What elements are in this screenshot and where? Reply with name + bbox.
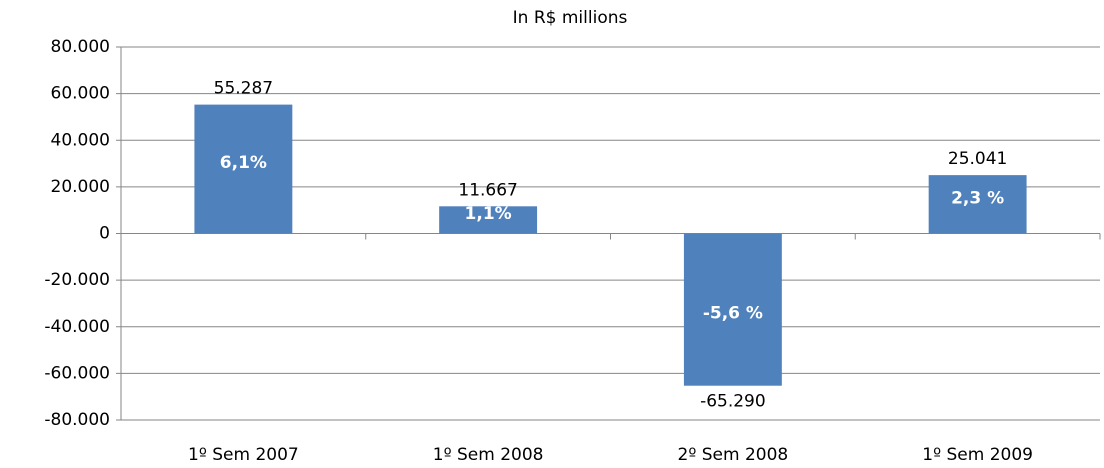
y-tick-label: -40.000 [44, 317, 110, 337]
value-label: 25.041 [948, 149, 1007, 169]
x-tick-label: 1º Sem 2007 [188, 445, 299, 465]
value-label: -65.290 [700, 392, 766, 412]
y-tick-label: -80.000 [44, 410, 110, 430]
y-tick-label: 20.000 [51, 177, 110, 197]
x-tick-label: 1º Sem 2009 [922, 445, 1033, 465]
chart-title: In R$ millions [513, 8, 628, 28]
x-tick-label: 1º Sem 2008 [433, 445, 544, 465]
value-label: 55.287 [214, 79, 273, 99]
bar-annotation: 2,3 % [951, 188, 1004, 208]
bar-annotation: 6,1% [220, 153, 267, 173]
y-tick-label: 40.000 [51, 130, 110, 150]
bar [194, 104, 293, 234]
bar-annotation: 1,1% [465, 204, 512, 224]
value-label: 11.667 [458, 180, 517, 200]
y-tick-label: 80.000 [51, 37, 110, 57]
bar-annotation: -5,6 % [703, 304, 763, 324]
y-tick-label: -60.000 [44, 363, 110, 383]
x-tick-label: 2º Sem 2008 [678, 445, 789, 465]
bar [928, 175, 1027, 234]
y-tick-label: 60.000 [51, 84, 110, 104]
bar [683, 233, 782, 386]
y-tick-label: 0 [99, 224, 110, 244]
bar [439, 206, 538, 234]
y-tick-label: -20.000 [44, 270, 110, 290]
